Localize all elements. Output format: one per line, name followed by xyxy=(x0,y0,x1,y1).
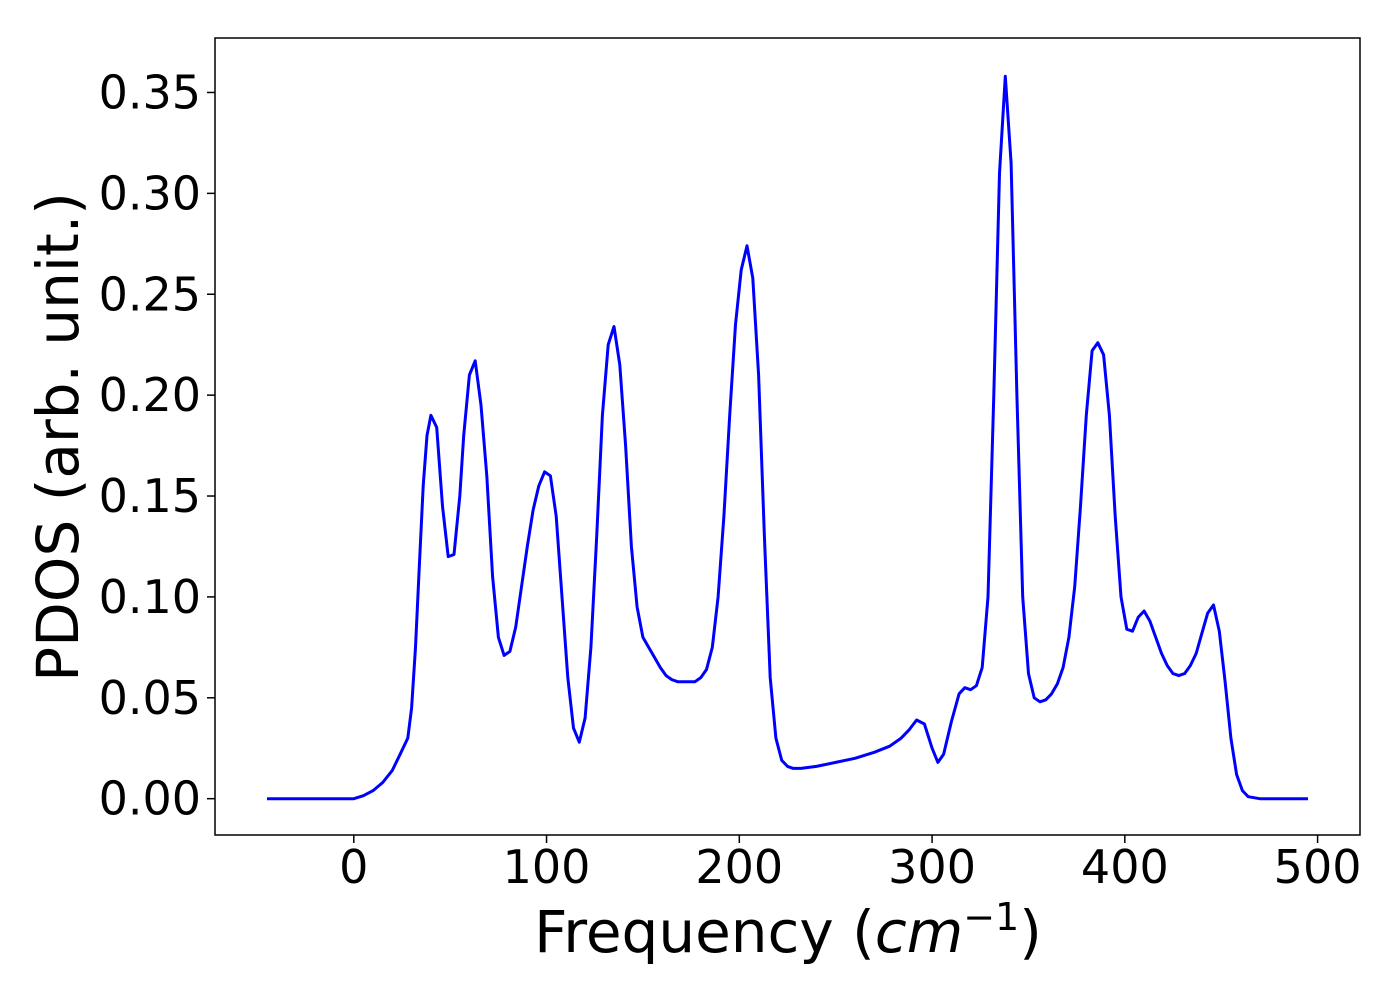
x-axis-label-exponent: −1 xyxy=(963,895,1019,939)
x-tick-label: 300 xyxy=(888,840,976,894)
x-axis-label-main: Frequency ( xyxy=(534,898,875,966)
y-tick-label: 0.30 xyxy=(99,166,201,220)
y-tick-label: 0.25 xyxy=(99,267,201,321)
x-axis-label: Frequency (cm−1) xyxy=(534,895,1042,966)
y-tick-label: 0.00 xyxy=(99,772,201,826)
x-ticks: 0 100 200 300 400 500 xyxy=(339,835,1361,894)
y-tick-label: 0.35 xyxy=(99,65,201,119)
x-tick-label: 500 xyxy=(1274,840,1362,894)
y-tick-label: 0.20 xyxy=(99,368,201,422)
y-tick-label: 0.10 xyxy=(99,570,201,624)
x-tick-label: 400 xyxy=(1081,840,1169,894)
x-tick-label: 0 xyxy=(339,840,368,894)
plot-area xyxy=(267,74,1308,801)
x-tick-label: 200 xyxy=(695,840,783,894)
x-axis-label-close: ) xyxy=(1019,898,1042,966)
y-tick-label: 0.05 xyxy=(99,671,201,725)
axes-frame xyxy=(214,37,1361,836)
x-axis-label-unit: cm xyxy=(875,898,963,966)
y-axis-label: PDOS (arb. unit.) xyxy=(24,192,92,682)
x-tick-label: 100 xyxy=(503,840,591,894)
y-ticks: 0.00 0.05 0.10 0.15 0.20 0.25 0.30 0.35 xyxy=(99,65,215,826)
y-tick-label: 0.15 xyxy=(99,469,201,523)
series-line-0 xyxy=(267,74,1308,801)
